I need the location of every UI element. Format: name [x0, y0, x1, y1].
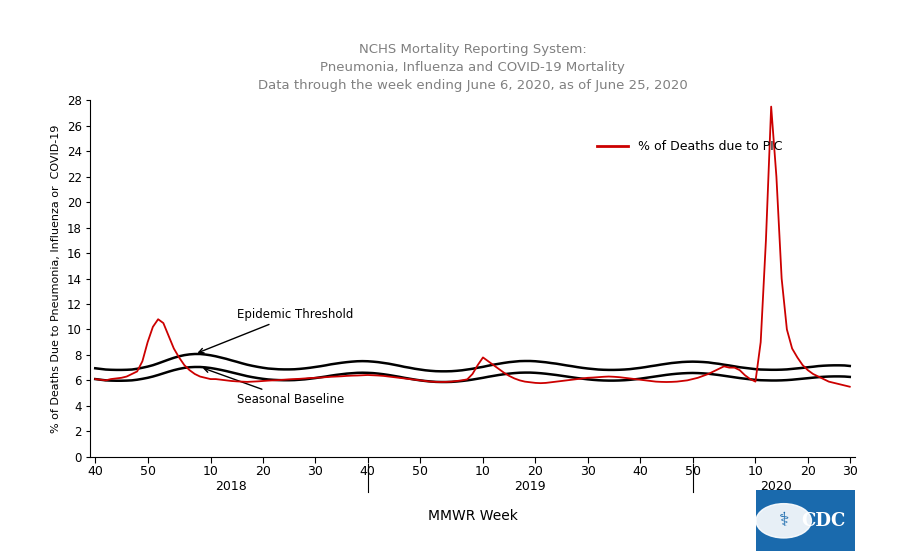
Text: Epidemic Threshold: Epidemic Threshold — [199, 307, 353, 353]
Circle shape — [756, 504, 812, 538]
Title: NCHS Mortality Reporting System:
Pneumonia, Influenza and COVID-19 Mortality
Dat: NCHS Mortality Reporting System: Pneumon… — [257, 43, 688, 92]
X-axis label: MMWR Week: MMWR Week — [428, 509, 518, 522]
Text: Seasonal Baseline: Seasonal Baseline — [204, 368, 344, 406]
Text: CDC: CDC — [801, 512, 845, 530]
Text: 2019: 2019 — [514, 480, 546, 493]
FancyBboxPatch shape — [753, 488, 858, 553]
Y-axis label: % of Deaths Due to Pneumonia, Influenza or  COVID-19: % of Deaths Due to Pneumonia, Influenza … — [51, 124, 61, 433]
Legend: % of Deaths due to PIC: % of Deaths due to PIC — [592, 135, 788, 158]
Text: 2018: 2018 — [216, 480, 248, 493]
Text: ⚕: ⚕ — [778, 511, 789, 530]
Text: 2020: 2020 — [760, 480, 792, 493]
